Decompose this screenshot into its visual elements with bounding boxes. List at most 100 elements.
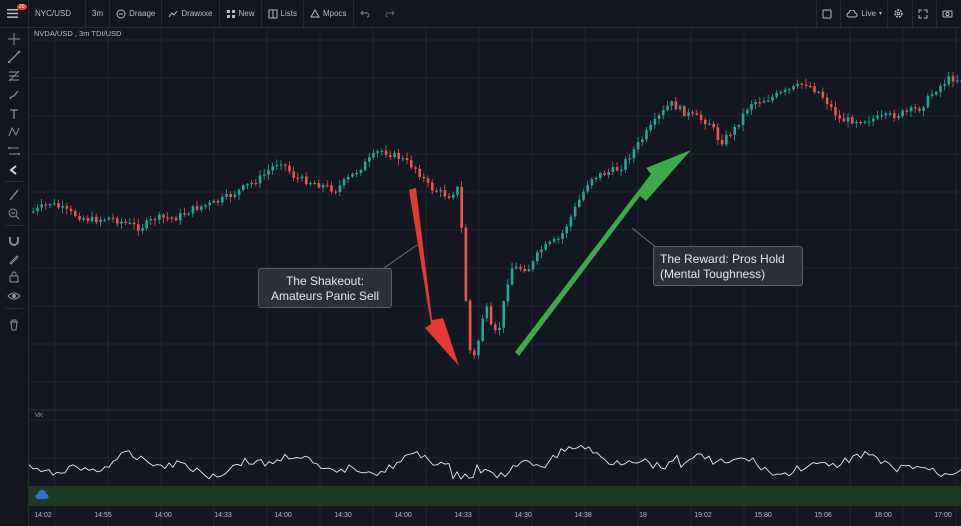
time-axis-label: 14:38 xyxy=(574,512,592,519)
candle-body xyxy=(355,172,358,175)
candle-body xyxy=(683,106,686,116)
lock-icon[interactable] xyxy=(7,270,21,284)
candle-body xyxy=(250,182,253,185)
candle-body xyxy=(767,100,770,102)
reward-callout: The Reward: Pros Hold (Mental Toughness) xyxy=(653,246,803,286)
ruler-icon[interactable] xyxy=(7,188,21,202)
candle-body xyxy=(657,115,661,119)
candle-body xyxy=(61,206,64,208)
undo-button[interactable] xyxy=(354,0,379,27)
cloud-badge-icon[interactable] xyxy=(35,490,49,500)
time-axis-label: 14:00 xyxy=(394,512,412,519)
square-icon xyxy=(822,9,832,18)
crosshair-icon[interactable] xyxy=(7,32,21,46)
toolbar-item-label: Drawxxe xyxy=(181,9,213,18)
settings-button[interactable] xyxy=(887,0,912,27)
price-chart[interactable] xyxy=(29,28,961,526)
candle-body xyxy=(69,208,73,212)
candle-body xyxy=(666,105,669,110)
measure-icon[interactable] xyxy=(7,144,21,158)
candle-body xyxy=(288,165,291,172)
candle-body xyxy=(825,97,829,105)
legend-indicator: TDI/USD xyxy=(91,29,122,38)
candle-body xyxy=(909,107,913,112)
candle-body xyxy=(32,211,35,213)
time-axis[interactable]: 14:02 14:55 14:00 14:33 14:00 14:30 14:00 14:33… xyxy=(29,508,961,526)
candle-body xyxy=(292,171,295,178)
fib-icon[interactable] xyxy=(7,69,21,83)
candle-body xyxy=(187,213,190,215)
candle-body xyxy=(590,179,594,186)
toolbar-divider xyxy=(5,181,23,182)
candle-body xyxy=(792,86,795,90)
candle-body xyxy=(905,110,909,112)
trash-icon[interactable] xyxy=(7,318,21,332)
candle-body xyxy=(607,171,610,175)
interval-button[interactable]: 3m xyxy=(86,0,111,27)
candle-body xyxy=(914,107,917,109)
candle-body xyxy=(775,92,778,97)
candle-body xyxy=(720,140,724,145)
live-button[interactable]: Live ▾ xyxy=(840,0,887,27)
candle-body xyxy=(687,112,690,116)
candle-body xyxy=(216,200,220,203)
candle-body xyxy=(788,89,791,91)
candle-body xyxy=(410,160,413,168)
pencil-lock-icon[interactable] xyxy=(7,252,21,266)
candle-body xyxy=(800,83,804,85)
candle-body xyxy=(103,219,106,221)
toolbar-item-0[interactable]: Draage xyxy=(110,0,163,27)
candle-body xyxy=(405,158,409,161)
snapshot-button[interactable] xyxy=(936,0,961,27)
legend-separator: , xyxy=(74,29,80,38)
brush-icon[interactable] xyxy=(7,88,21,102)
pattern-icon[interactable] xyxy=(7,125,21,139)
candle-body xyxy=(99,219,102,223)
candle-body xyxy=(506,284,510,302)
candle-body xyxy=(74,211,77,216)
time-axis-label: 17:00 xyxy=(934,512,952,519)
candle-body xyxy=(704,119,707,125)
candle-body xyxy=(771,96,774,101)
toolbar-item-4[interactable]: Mpocs xyxy=(304,0,354,27)
candle-body xyxy=(796,83,799,87)
candle-body xyxy=(477,340,480,356)
candle-body xyxy=(746,109,749,114)
chart-area[interactable] xyxy=(29,28,961,526)
candle-body xyxy=(708,123,711,126)
time-axis-label: 15:80 xyxy=(754,512,772,519)
candle-body xyxy=(57,203,60,208)
candle-body xyxy=(246,184,249,186)
trend-line-icon[interactable] xyxy=(7,50,21,64)
candle-body xyxy=(368,157,371,162)
candle-body xyxy=(254,182,258,184)
candle-body xyxy=(338,185,342,192)
toolbar-item-1[interactable]: Drawxxe xyxy=(162,0,220,27)
candle-body xyxy=(859,122,862,124)
toolbar-item-3[interactable]: Lists xyxy=(262,0,304,27)
fullscreen-button[interactable] xyxy=(912,0,936,27)
magnet-icon[interactable] xyxy=(7,233,21,247)
toolbar-item-label: Draage xyxy=(129,9,156,18)
candle-body xyxy=(620,169,623,172)
back-arrow-icon[interactable] xyxy=(7,163,21,177)
eye-icon[interactable] xyxy=(7,289,21,303)
zoom-icon[interactable] xyxy=(7,207,21,221)
reward-pointer xyxy=(631,227,658,249)
time-axis-label: 18:00 xyxy=(874,512,892,519)
redo-button[interactable] xyxy=(379,0,404,27)
menu-button[interactable]: 20 xyxy=(0,0,29,27)
candle-body xyxy=(44,204,48,206)
candle-body xyxy=(809,85,812,88)
symbol-search[interactable]: NYC/USD xyxy=(29,0,86,27)
candle-body xyxy=(485,306,489,319)
candle-body xyxy=(523,268,526,272)
candle-body xyxy=(447,196,451,198)
text-icon[interactable] xyxy=(7,107,21,121)
candle-body xyxy=(557,238,560,240)
candle-body xyxy=(305,176,308,185)
toolbar-item-2[interactable]: New xyxy=(220,0,262,27)
candle-body xyxy=(145,220,148,229)
candle-body xyxy=(225,193,228,197)
layout-toggle[interactable] xyxy=(816,0,840,27)
